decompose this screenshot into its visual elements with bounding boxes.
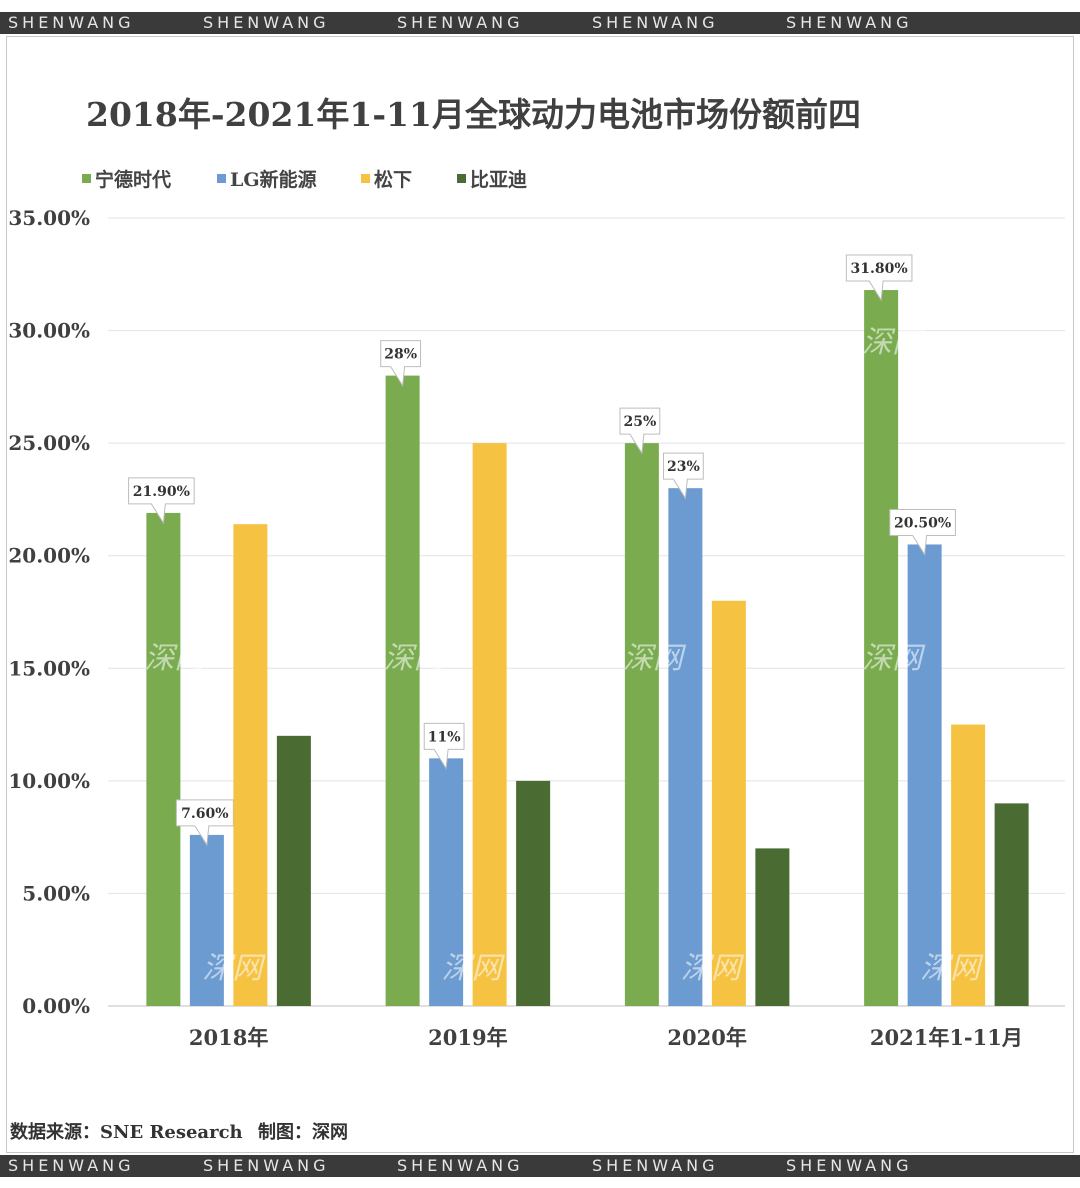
y-tick-label: 10.00%: [8, 769, 90, 793]
legend-item-lg: LG新能源: [217, 165, 317, 191]
banner-text: SHENWANG: [786, 1156, 913, 1175]
data-label-callout: [845, 254, 913, 302]
watermark-text: 深网: [202, 951, 266, 986]
x-tick-label: 2020年: [667, 1025, 746, 1050]
legend-label: LG新能源: [230, 168, 317, 191]
data-label-callout: [619, 407, 661, 455]
chart-title: 2018年-2021年1-11月全球动力电池市场份额前四: [86, 95, 861, 134]
data-label: 25%: [623, 414, 656, 430]
legend-item-catl: 宁德时代: [82, 165, 171, 191]
legend-label: 松下: [374, 168, 413, 191]
bottom-watermark-banner: SHENWANG SHENWANG SHENWANG SHENWANG SHEN…: [0, 1155, 1080, 1177]
data-label-callout: [423, 722, 465, 770]
bar: [755, 848, 790, 1006]
x-tick-label: 2021年1-11月: [870, 1025, 1023, 1050]
y-tick-label: 30.00%: [8, 319, 90, 343]
legend-swatch: [361, 173, 370, 183]
legend-item-panasonic: 松下: [361, 165, 412, 191]
bar: [276, 735, 311, 1006]
banner-text: SHENWANG: [397, 13, 524, 32]
y-tick-label: 5.00%: [22, 881, 90, 905]
bar: [233, 524, 268, 1006]
bar: [994, 803, 1029, 1006]
watermark-text: 深网: [920, 951, 984, 986]
banner-text: SHENWANG: [203, 13, 330, 32]
x-tick-label: 2018年: [189, 1025, 268, 1050]
legend-swatch: [217, 173, 226, 183]
banner-text: SHENWANG: [397, 1156, 524, 1175]
y-tick-label: 35.00%: [8, 206, 90, 230]
y-tick-label: 15.00%: [8, 656, 90, 680]
legend-label: 比亚迪: [470, 168, 528, 191]
watermark-text: 深网: [144, 641, 208, 676]
footer-source: 数据来源：SNE Research: [10, 1122, 243, 1143]
data-label: 21.90%: [133, 484, 190, 500]
bar: [189, 834, 224, 1006]
data-label: 23%: [667, 459, 700, 475]
bar: [668, 488, 703, 1007]
watermark-text: 深网: [623, 641, 687, 676]
banner-text: SHENWANG: [786, 13, 913, 32]
bar: [472, 443, 507, 1007]
legend-swatch: [82, 173, 91, 183]
bar: [907, 544, 942, 1006]
y-tick-label: 20.00%: [8, 544, 90, 568]
banner-text: SHENWANG: [592, 1156, 719, 1175]
legend-swatch: [457, 173, 466, 183]
data-label: 11%: [428, 729, 461, 745]
y-tick-label: 0.00%: [22, 994, 90, 1018]
bar: [146, 512, 181, 1006]
data-label-callout: [380, 340, 422, 388]
data-label: 7.60%: [181, 806, 228, 822]
watermark-text: 深网: [384, 641, 448, 676]
data-label-callout: [662, 452, 704, 500]
banner-text: SHENWANG: [203, 1156, 330, 1175]
bar: [429, 758, 464, 1006]
banner-text: SHENWANG: [592, 13, 719, 32]
banner-text: SHENWANG: [8, 1156, 135, 1175]
bar: [951, 724, 986, 1006]
bar: [516, 780, 551, 1006]
data-label-callout: [128, 477, 195, 525]
top-watermark-banner: SHENWANG SHENWANG SHENWANG SHENWANG SHEN…: [0, 12, 1080, 34]
data-label-callout: [889, 508, 956, 556]
x-tick-label: 2019年: [428, 1025, 507, 1050]
bar: [385, 375, 420, 1007]
bar: [864, 290, 899, 1006]
watermark-text: 深网: [862, 641, 926, 676]
watermark-text: 深网: [442, 951, 506, 986]
banner-text: SHENWANG: [8, 13, 135, 32]
watermark-text: 深网: [681, 951, 745, 986]
y-tick-label: 25.00%: [8, 431, 90, 455]
footer-credit: 制图：深网: [258, 1122, 348, 1143]
data-label: 28%: [384, 347, 417, 363]
data-label: 31.80%: [851, 261, 908, 277]
bar: [624, 443, 659, 1007]
data-label: 20.50%: [894, 515, 951, 531]
legend-label: 宁德时代: [95, 168, 172, 191]
bar: [711, 600, 746, 1006]
legend-item-byd: 比亚迪: [457, 165, 527, 191]
watermark-text: 深网: [862, 325, 926, 360]
